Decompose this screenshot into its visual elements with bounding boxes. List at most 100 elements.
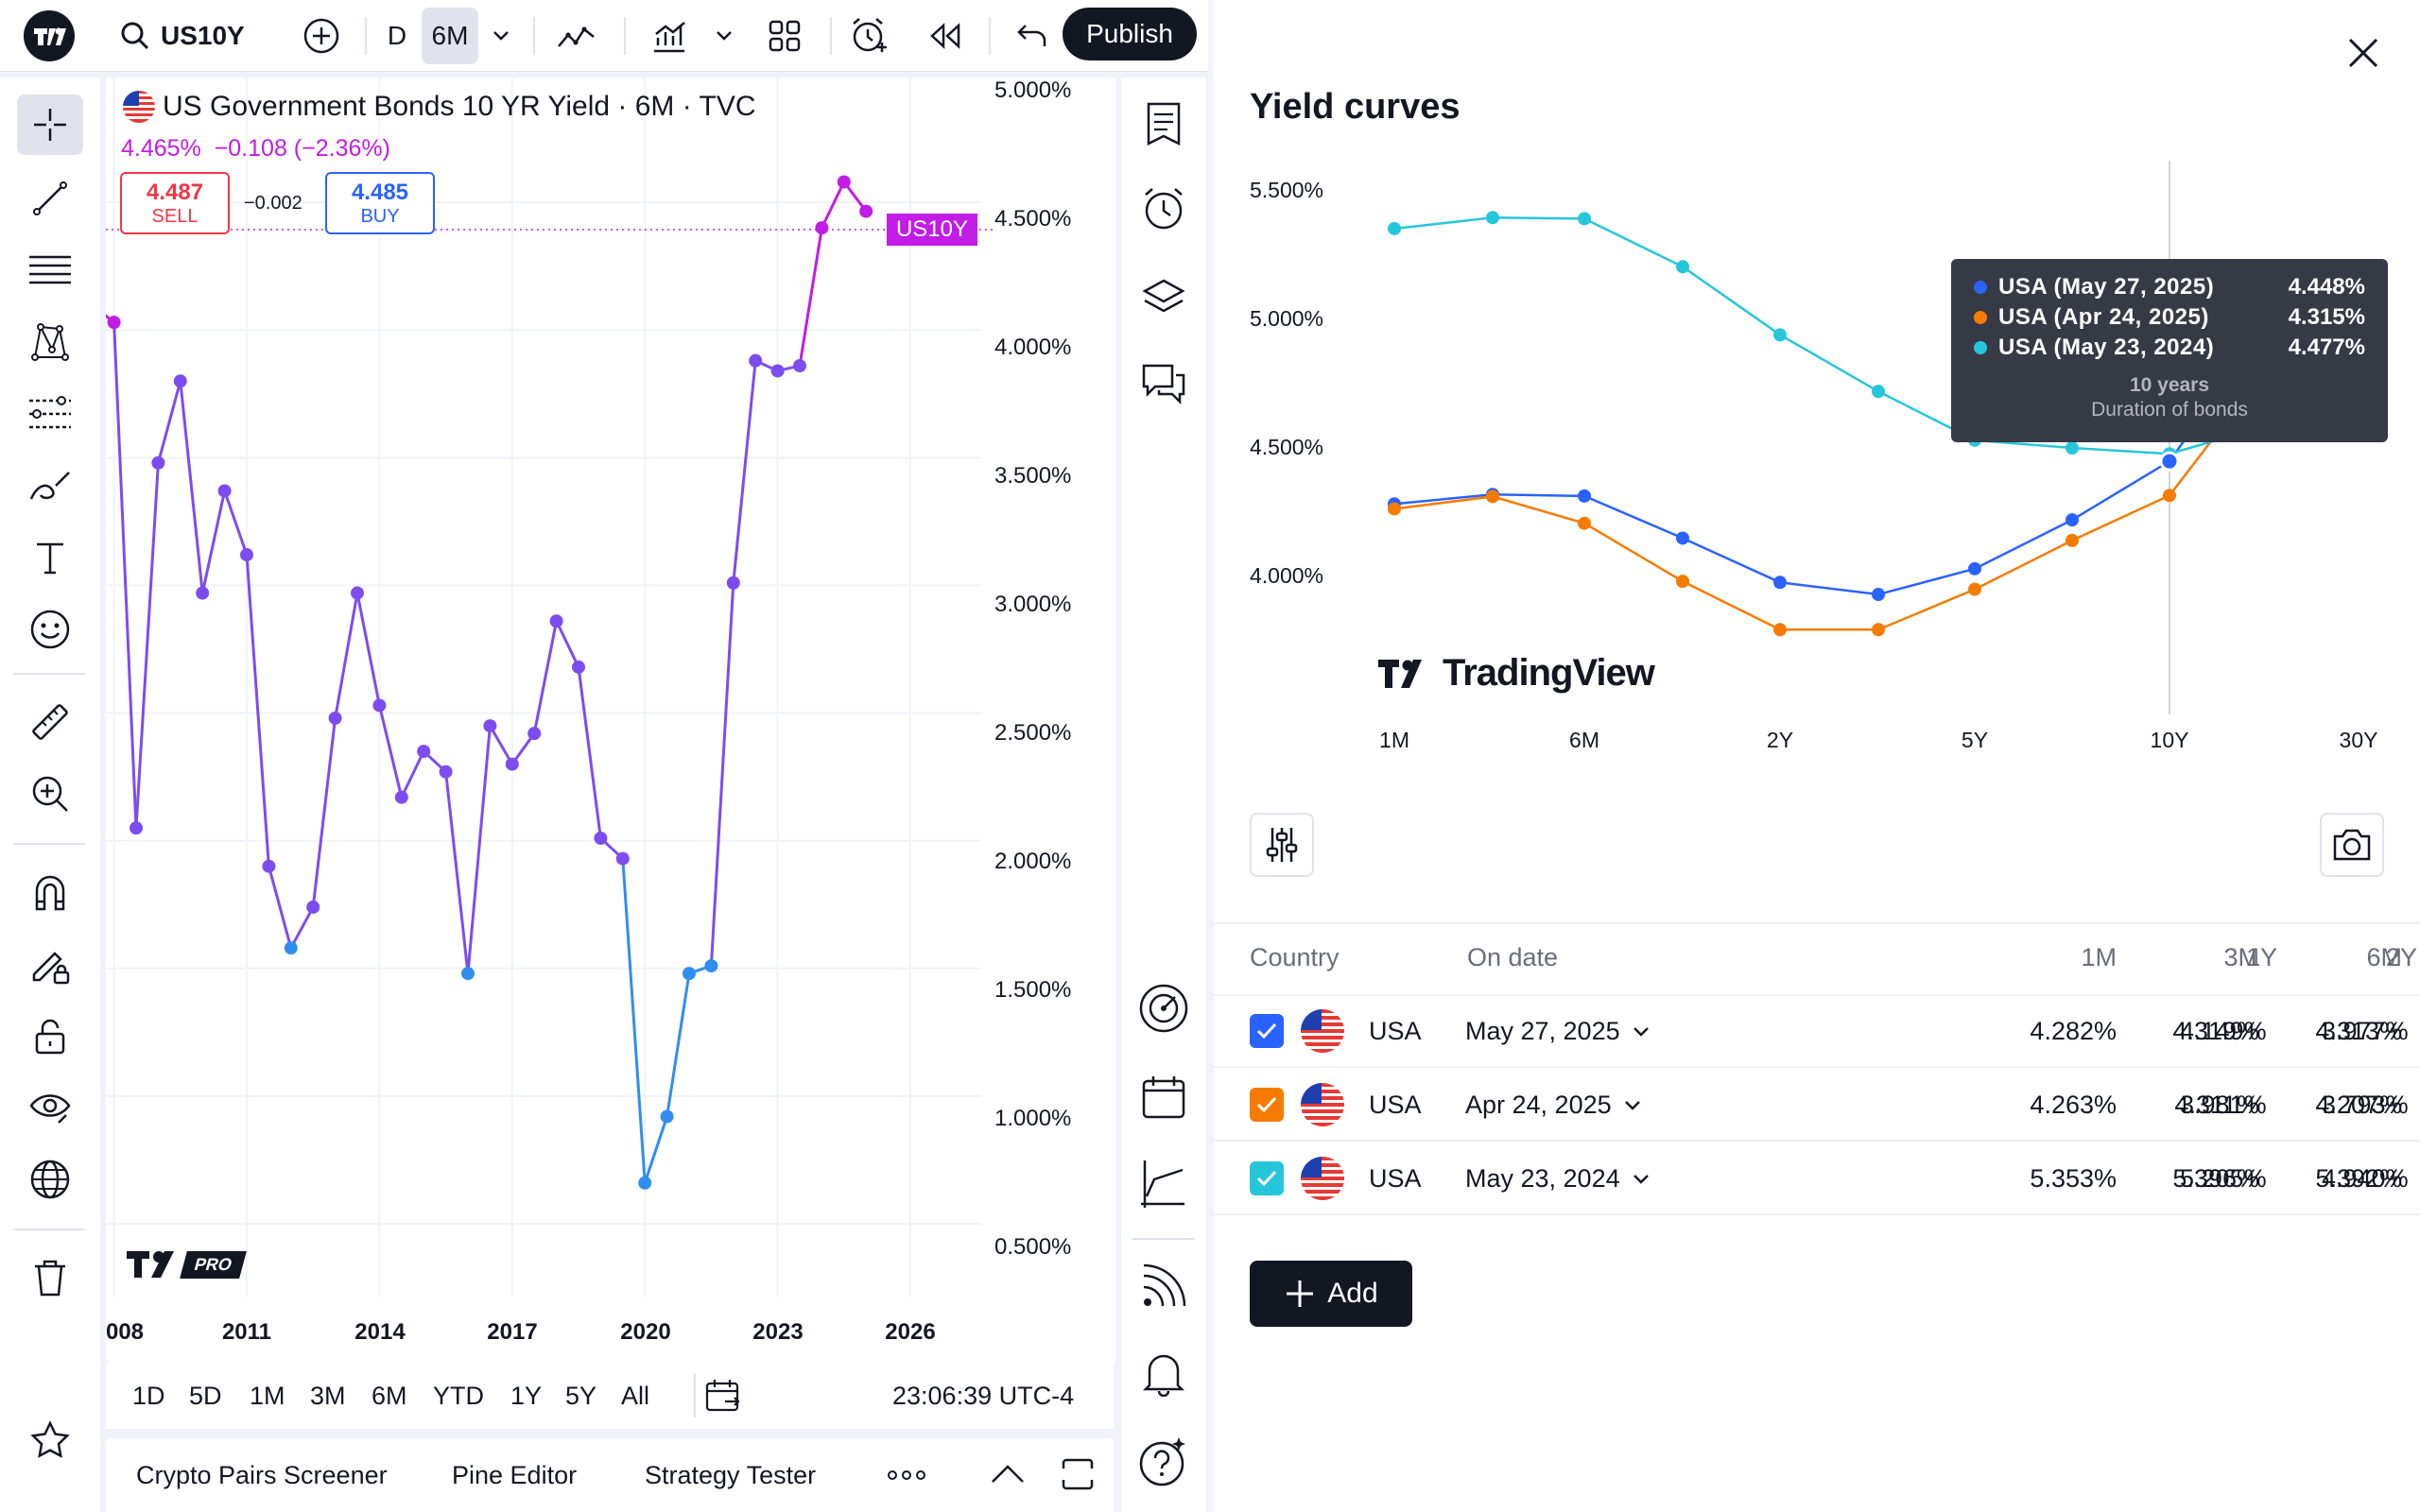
row-visibility-checkbox[interactable] xyxy=(1250,1014,1284,1048)
tab-pine-editor[interactable]: Pine Editor xyxy=(452,1461,578,1489)
yield-curve-chart-icon[interactable] xyxy=(1132,1153,1195,1215)
brush-icon[interactable] xyxy=(17,455,83,516)
crosshair-cursor-icon[interactable] xyxy=(17,94,83,155)
price-line-segment xyxy=(555,619,580,669)
column-header-date: On date xyxy=(1467,943,1559,971)
tab-crypto-pairs-screener[interactable]: Crypto Pairs Screener xyxy=(136,1461,388,1489)
row-date-selector[interactable]: May 23, 2024 xyxy=(1465,1164,1651,1194)
column-header-1m: 1M xyxy=(2081,943,2117,971)
table-row[interactable]: USA May 23, 2024 5.353% 5.396% 5.392% 5.… xyxy=(1214,1142,2420,1215)
fib-retracement-lines-icon[interactable] xyxy=(17,240,83,301)
timezone-clock[interactable]: 23:06:39 UTC-4 xyxy=(892,1382,1075,1410)
trend-line-icon[interactable] xyxy=(17,168,83,229)
snapshot-camera-icon[interactable] xyxy=(2320,813,2384,877)
yield-curve-point xyxy=(1388,221,1401,235)
buy-button[interactable]: 4.485 BUY xyxy=(325,172,435,234)
help-question-icon[interactable] xyxy=(1132,1431,1195,1493)
object-tree-layers-icon[interactable] xyxy=(1132,266,1195,329)
chats-speech-bubble-icon[interactable] xyxy=(1132,353,1195,416)
compare-add-symbol-icon[interactable] xyxy=(295,8,348,64)
symbol-search-button[interactable]: US10Y xyxy=(112,8,272,64)
hide-drawings-eye-icon[interactable] xyxy=(17,1077,83,1138)
price-line-segment xyxy=(488,724,514,766)
row-country: USA xyxy=(1369,1164,1422,1193)
row-date-selector[interactable]: May 27, 2025 xyxy=(1465,1017,1651,1046)
chart-legend-title-row: US Government Bonds 10 YR Yield · 6M · T… xyxy=(123,91,756,123)
table-row[interactable]: USA May 27, 2025 4.282% 4.319% 4.313% 4.… xyxy=(1214,994,2420,1068)
row-yield-1y: 4.149% xyxy=(2180,1017,2267,1045)
close-icon[interactable] xyxy=(2344,34,2382,72)
price-points xyxy=(107,175,873,1190)
news-stream-icon[interactable] xyxy=(1132,1255,1195,1317)
range-3m-button[interactable]: 3M xyxy=(310,1382,346,1410)
chart-pane[interactable] xyxy=(106,77,1114,1363)
interval-6m-button[interactable]: 6M xyxy=(422,8,478,64)
add-alert-clock-icon[interactable] xyxy=(841,8,898,64)
tab-strategy-tester[interactable]: Strategy Tester xyxy=(645,1461,817,1489)
tooltip-value: 4.477% xyxy=(2288,335,2365,360)
yield-curve-point xyxy=(1578,489,1591,503)
zoom-in-icon[interactable] xyxy=(17,764,83,824)
range-1m-button[interactable]: 1M xyxy=(250,1382,285,1410)
price-point xyxy=(284,941,298,955)
replay-rewind-icon[interactable] xyxy=(917,8,974,64)
range-ytd-button[interactable]: YTD xyxy=(433,1382,484,1410)
maximize-panel-icon[interactable] xyxy=(1061,1457,1095,1491)
indicators-icon[interactable] xyxy=(643,8,696,64)
publish-button[interactable]: Publish xyxy=(1063,8,1197,60)
row-yield-6m: 5.392% xyxy=(2315,1164,2402,1193)
text-tool-icon[interactable] xyxy=(17,527,83,588)
table-row[interactable]: USA Apr 24, 2025 4.263% 4.311% 4.207% 3.… xyxy=(1214,1068,2420,1142)
range-5y-button[interactable]: 5Y xyxy=(565,1382,597,1410)
row-yield-3m: 4.311% xyxy=(2174,1091,2259,1119)
globe-icon[interactable] xyxy=(17,1149,83,1210)
add-curve-button[interactable]: Add xyxy=(1250,1261,1412,1327)
lock-all-icon[interactable] xyxy=(17,1005,83,1066)
notifications-bell-icon[interactable] xyxy=(1132,1342,1195,1404)
range-all-button[interactable]: All xyxy=(621,1382,650,1410)
layout-grid-icon[interactable] xyxy=(756,8,813,64)
sell-button[interactable]: 4.487 SELL xyxy=(120,172,230,234)
ruler-measure-icon[interactable] xyxy=(17,692,83,752)
undo-icon[interactable] xyxy=(1004,8,1061,64)
price-point xyxy=(660,1109,674,1124)
range-6m-button[interactable]: 6M xyxy=(372,1382,407,1410)
row-date-selector[interactable]: Apr 24, 2025 xyxy=(1465,1091,1642,1120)
forecasting-tool-icon[interactable] xyxy=(17,384,83,444)
price-line-chart[interactable] xyxy=(106,77,1114,1363)
us-flag-icon xyxy=(1301,1009,1344,1053)
yield-curve-point xyxy=(1676,260,1689,274)
interval-dropdown-chevron-down-icon[interactable] xyxy=(484,8,518,64)
chart-type-line-icon[interactable] xyxy=(548,8,605,64)
indicators-dropdown-chevron-down-icon[interactable] xyxy=(707,8,741,64)
favorites-star-icon[interactable] xyxy=(17,1410,83,1470)
chart-settings-sliders-icon[interactable] xyxy=(1250,813,1314,877)
yc-x-tick: 1M xyxy=(1379,728,1409,752)
price-axis[interactable]: 5.000% 4.500% 4.000% 3.500% 3.000% 2.500… xyxy=(981,77,1115,1415)
price-point xyxy=(594,831,608,845)
row-visibility-checkbox[interactable] xyxy=(1250,1161,1284,1195)
tradingview-logo-icon[interactable] xyxy=(21,8,78,64)
hover-tooltip: USA (May 27, 2025) 4.448% USA (Apr 24, 2… xyxy=(1951,259,2388,442)
interval-d-button[interactable]: D xyxy=(387,21,407,50)
alerts-clock-icon[interactable] xyxy=(1132,178,1195,240)
row-visibility-checkbox[interactable] xyxy=(1250,1088,1284,1122)
right-widget-bar xyxy=(1121,77,1206,1512)
lock-drawings-pencil-icon[interactable] xyxy=(17,934,83,994)
trash-delete-icon[interactable] xyxy=(17,1247,83,1308)
range-1d-button[interactable]: 1D xyxy=(132,1382,165,1410)
collapse-panel-chevron-up-icon[interactable] xyxy=(989,1461,1027,1486)
more-tabs-dots-icon[interactable] xyxy=(887,1469,926,1482)
separator xyxy=(830,17,832,55)
range-5d-button[interactable]: 5D xyxy=(189,1382,222,1410)
emoji-smiley-icon[interactable] xyxy=(17,599,83,660)
magnet-icon[interactable] xyxy=(17,862,83,922)
watchlist-icon[interactable] xyxy=(1132,93,1195,155)
range-1y-button[interactable]: 1Y xyxy=(510,1382,543,1410)
calendar-icon[interactable] xyxy=(1132,1066,1195,1128)
go-to-date-calendar-icon[interactable] xyxy=(694,1374,751,1418)
price-line-segment xyxy=(334,592,359,720)
price-change-readout: 4.465% −0.108 (−2.36%) xyxy=(121,135,390,162)
pattern-tool-icon[interactable] xyxy=(17,312,83,372)
technicals-target-icon[interactable] xyxy=(1132,977,1195,1040)
